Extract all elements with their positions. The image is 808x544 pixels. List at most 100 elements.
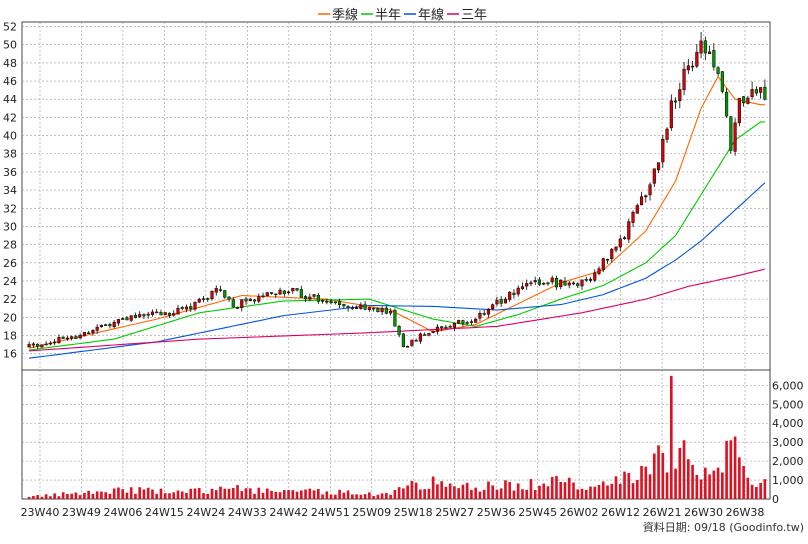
candle-body xyxy=(546,282,550,285)
price-tick-label: 16 xyxy=(3,348,17,361)
volume-bar xyxy=(385,492,388,499)
volume-bar xyxy=(265,488,269,499)
candle-body xyxy=(682,68,686,91)
candle-body xyxy=(261,295,265,298)
ma-line xyxy=(29,268,766,352)
price-tick-label: 46 xyxy=(3,75,17,88)
candle-body xyxy=(622,237,627,240)
volume-bar xyxy=(512,490,516,499)
volume-bar xyxy=(312,490,316,499)
volume-bar xyxy=(346,490,350,499)
candle-body xyxy=(155,311,159,314)
candle-body xyxy=(639,196,644,206)
candle-body xyxy=(291,287,295,292)
volume-bar xyxy=(108,493,112,499)
volume-bar xyxy=(172,492,176,499)
candle-body xyxy=(257,296,261,302)
footer-note: 資料日期: 09/18 (Goodinfo.tw) xyxy=(643,520,804,534)
candle-body xyxy=(367,307,371,310)
candle-body xyxy=(282,290,286,295)
candle-body xyxy=(537,279,542,285)
price-tick-label: 26 xyxy=(3,257,17,270)
candle-body xyxy=(461,320,465,324)
volume-bar xyxy=(244,488,248,499)
volume-bar xyxy=(610,483,614,499)
legend-label: 季線 xyxy=(332,7,358,23)
volume-bar xyxy=(453,486,456,499)
price-tick-label: 52 xyxy=(3,21,17,34)
x-tick-label: 26W21 xyxy=(643,506,682,519)
volume-bar xyxy=(427,488,431,499)
volume-bar xyxy=(750,484,754,499)
candle-body xyxy=(223,290,227,298)
candle-body xyxy=(372,307,376,310)
candle-body xyxy=(99,324,103,327)
volume-bar xyxy=(112,488,116,499)
volume-bar xyxy=(151,489,154,499)
volume-bar xyxy=(329,494,333,499)
candle-body xyxy=(656,162,661,171)
ma-line xyxy=(29,121,765,351)
candle-body xyxy=(708,51,712,55)
candle-body xyxy=(116,319,121,324)
volume-bar xyxy=(117,487,120,499)
candle-body xyxy=(665,128,669,140)
candle-body xyxy=(742,96,746,104)
volume-bar xyxy=(74,492,78,499)
volume-bar xyxy=(606,485,609,499)
candle-body xyxy=(274,293,278,296)
volume-bar xyxy=(508,482,512,499)
candle-body xyxy=(87,332,91,335)
candle-body xyxy=(729,116,733,151)
candle-body xyxy=(678,89,682,102)
volume-bar xyxy=(410,481,414,499)
candle-body xyxy=(104,324,108,326)
volume-bar xyxy=(240,491,244,499)
candle-body xyxy=(567,282,571,286)
volume-bar xyxy=(499,488,503,499)
price-tick-label: 22 xyxy=(3,293,17,306)
candle-body xyxy=(440,326,444,329)
price-tick-label: 38 xyxy=(3,148,17,161)
candle-body xyxy=(91,330,95,333)
candle-body xyxy=(376,308,380,312)
volume-bar xyxy=(66,494,69,499)
candle-body xyxy=(588,278,593,281)
candle-body xyxy=(601,258,605,270)
legend-label: 年線 xyxy=(418,7,444,23)
candle-body xyxy=(725,91,729,117)
volume-bar xyxy=(27,496,31,499)
candle-body xyxy=(520,286,525,289)
x-tick-label: 24W24 xyxy=(186,506,225,519)
volume-bar xyxy=(593,486,597,499)
volume-bar xyxy=(95,491,99,499)
candle-body xyxy=(533,280,537,283)
volume-bar xyxy=(53,493,56,499)
volume-bar xyxy=(716,467,720,499)
candle-body xyxy=(231,299,235,308)
x-tick-label: 26W38 xyxy=(726,506,765,519)
candle-body xyxy=(350,307,354,310)
volume-bar xyxy=(525,489,529,499)
price-tick-label: 50 xyxy=(3,39,17,52)
candle-body xyxy=(474,318,478,323)
candle-body xyxy=(240,299,244,309)
volume-bar xyxy=(423,489,426,499)
volume-bar xyxy=(712,470,716,499)
candle-body xyxy=(631,212,635,223)
volume-bar xyxy=(291,490,295,499)
volume-bar xyxy=(546,486,550,499)
volume-bar xyxy=(436,484,439,499)
volume-bar xyxy=(363,494,367,499)
candle-body xyxy=(244,298,248,302)
candle-body xyxy=(486,308,491,315)
volume-bar xyxy=(742,465,745,499)
volume-bar xyxy=(334,494,337,499)
volume-bar xyxy=(270,490,273,499)
volume-bar xyxy=(657,445,660,499)
volume-tick-label: 6,000 xyxy=(772,379,804,392)
candle-body xyxy=(669,100,673,129)
candle-body xyxy=(121,318,125,320)
volume-bar xyxy=(516,483,520,499)
volume-bar xyxy=(695,474,699,499)
